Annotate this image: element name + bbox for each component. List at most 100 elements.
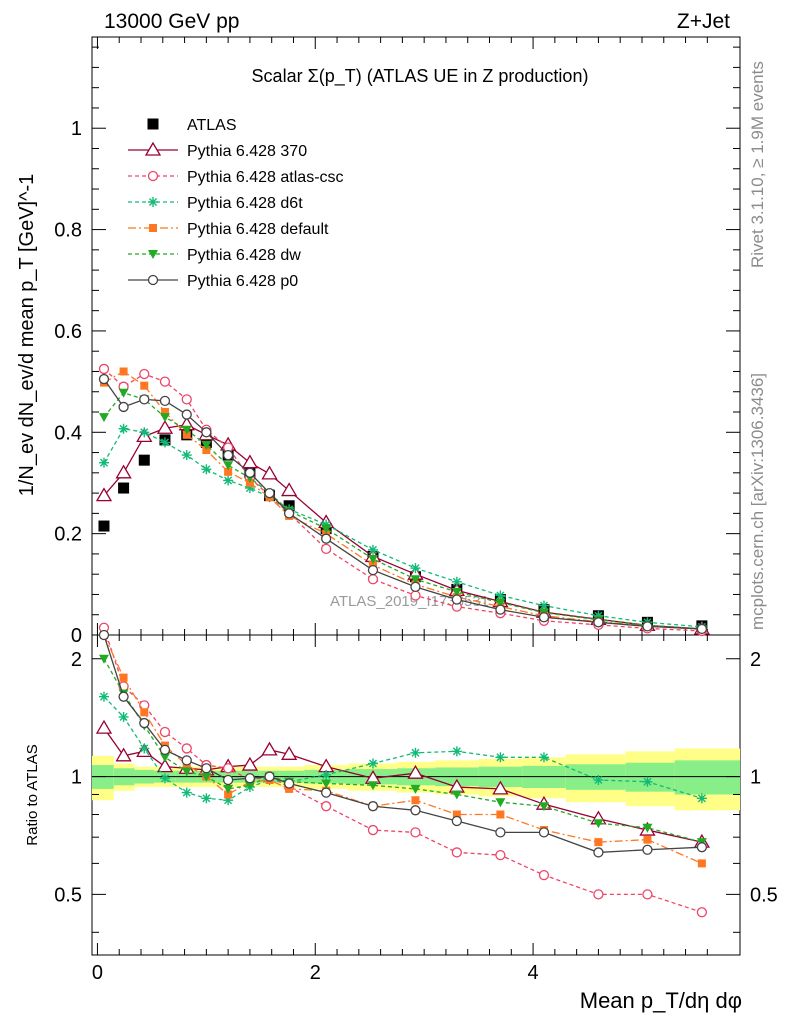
- series-5-ratio-point: [410, 784, 421, 794]
- series-6-point: [696, 623, 708, 635]
- x-tick-label: 2: [310, 962, 321, 984]
- series-2-ratio-point: [321, 801, 332, 812]
- x-tick-label: 4: [528, 962, 539, 984]
- series-6-point: [495, 604, 506, 615]
- series-1-point: [241, 454, 259, 469]
- series-6-ratio-point: [495, 827, 506, 838]
- series-3-ratio-point: [118, 711, 129, 722]
- series-6-point: [367, 564, 379, 576]
- series-5-ratio-point: [367, 781, 378, 791]
- series-3-ratio-point: [495, 752, 506, 763]
- series-2-point: [410, 590, 421, 601]
- series-5-point: [367, 554, 378, 564]
- series-3-point: [181, 450, 192, 461]
- series-1-point: [115, 464, 132, 479]
- y-tick-label: 1: [71, 118, 82, 140]
- header-left: 13000 GeV pp: [104, 10, 239, 33]
- series-6-point: [538, 612, 550, 623]
- series-1-ratio-point: [407, 764, 424, 779]
- series-4-point: [245, 478, 254, 487]
- series-1-point: [156, 419, 174, 434]
- legend-marker: [147, 274, 159, 286]
- series-6-ratio-point: [451, 815, 462, 827]
- legend-marker: [147, 170, 159, 182]
- band-green: [674, 760, 740, 795]
- legend-entry: Pythia 6.428 370: [187, 143, 307, 160]
- series-1-point: [280, 482, 298, 497]
- y-tick-label: 0.6: [54, 321, 82, 343]
- legend-marker: [148, 250, 158, 259]
- series-4-ratio-point: [643, 835, 652, 844]
- series-6-point: [98, 373, 110, 385]
- series-1-point: [261, 465, 278, 480]
- series-4-ratio-line: [103, 634, 703, 864]
- series-6-point: [201, 427, 212, 438]
- series-6-point: [283, 508, 295, 519]
- series-3-ratio-point: [593, 774, 604, 785]
- series-1-ratio-point: [241, 756, 259, 771]
- legend-entry: Pythia 6.428 dw: [187, 247, 301, 264]
- series-5-ratio-point: [223, 784, 234, 794]
- series-2-ratio-point: [593, 889, 604, 900]
- ratio-y-tick-label: 0.5: [54, 884, 82, 906]
- series-0-point: [118, 482, 130, 494]
- series-1-ratio-point: [156, 758, 174, 773]
- series-0-point: [98, 520, 110, 532]
- series-2-ratio-point: [495, 849, 506, 861]
- ratio-y-tick-label-right: 0.5: [750, 884, 778, 906]
- series-4-point: [224, 467, 233, 476]
- series-2-ratio-point: [181, 743, 192, 754]
- series-5-ratio-point: [495, 798, 506, 808]
- legend-marker: [148, 197, 158, 207]
- series-3-ratio-point: [538, 752, 549, 763]
- series-4-point: [119, 367, 128, 376]
- series-2-point: [159, 376, 171, 387]
- legend-entry: ATLAS: [187, 117, 237, 134]
- series-3-ratio-point: [696, 793, 707, 804]
- series-1-ratio-point: [280, 746, 298, 760]
- series-3-ratio-point: [98, 691, 109, 702]
- series-6-ratio-point: [98, 629, 110, 641]
- series-4-point: [160, 408, 169, 417]
- series-6-point: [451, 594, 462, 605]
- series-6-ratio-point: [201, 763, 212, 774]
- series-2-point: [367, 574, 379, 585]
- series-6-ratio-point: [410, 805, 421, 816]
- series-3-ratio-point: [139, 743, 150, 754]
- ratio-y-tick-label-right: 2: [750, 649, 761, 671]
- series-6-point: [642, 621, 653, 632]
- series-6-point: [118, 401, 129, 413]
- series-1-ratio-point: [492, 780, 509, 795]
- series-6-ratio-point: [118, 691, 129, 702]
- series-6-ratio-point: [696, 842, 708, 853]
- series-5-point: [451, 587, 462, 597]
- series-2-ratio-point: [642, 889, 653, 900]
- series-4-ratio-point: [452, 810, 461, 819]
- series-4-ratio-point: [411, 796, 420, 805]
- series-4-ratio-point: [140, 708, 149, 717]
- series-5-ratio-point: [159, 753, 170, 763]
- series-3-point: [451, 576, 462, 587]
- legend: ATLAS Pythia 6.428 370 Pythia 6.428 atlas-…: [128, 117, 344, 290]
- series-6-point: [159, 395, 171, 407]
- series-4-point: [202, 446, 211, 455]
- mcplots-reference: mcplots.cern.ch [arXiv:1306.3436]: [748, 372, 767, 630]
- series-5-point: [98, 413, 109, 423]
- legend-marker: [144, 141, 162, 156]
- series-3-point: [159, 437, 170, 448]
- y-axis-label: 1/N_ev dN_ev/d mean p_T [GeV]^-1: [16, 174, 38, 497]
- ratio-y-axis-label: Ratio to ATLAS: [24, 744, 41, 845]
- series-5-ratio-point: [244, 781, 255, 791]
- series-4-ratio-point: [594, 838, 603, 847]
- series-6-point: [264, 487, 275, 499]
- series-6-point: [410, 581, 421, 593]
- series-6-ratio-point: [264, 771, 275, 782]
- series-5-ratio-point: [593, 819, 604, 829]
- series-6-ratio-point: [139, 717, 150, 729]
- series-5-point: [118, 388, 129, 398]
- series-3-point: [367, 544, 378, 555]
- series-3-ratio-point: [181, 787, 192, 798]
- series-1-ratio-point: [95, 719, 113, 734]
- legend-entry: Pythia 6.428 atlas-csc: [187, 169, 344, 186]
